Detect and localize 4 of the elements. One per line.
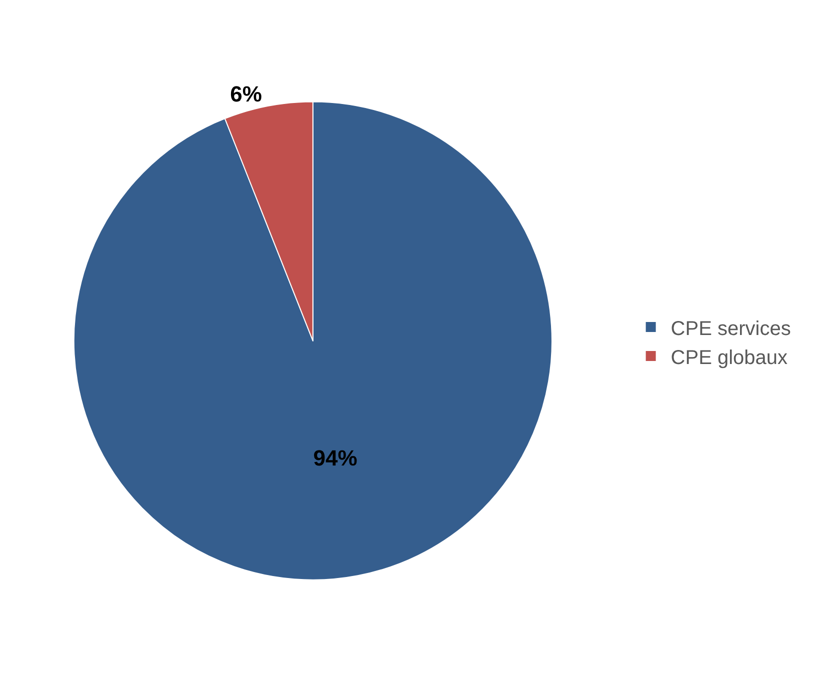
legend-label: CPE globaux (670, 346, 788, 369)
data-label: 94% (313, 446, 358, 471)
legend-label: CPE services (670, 318, 791, 340)
data-label: 6% (230, 81, 262, 106)
